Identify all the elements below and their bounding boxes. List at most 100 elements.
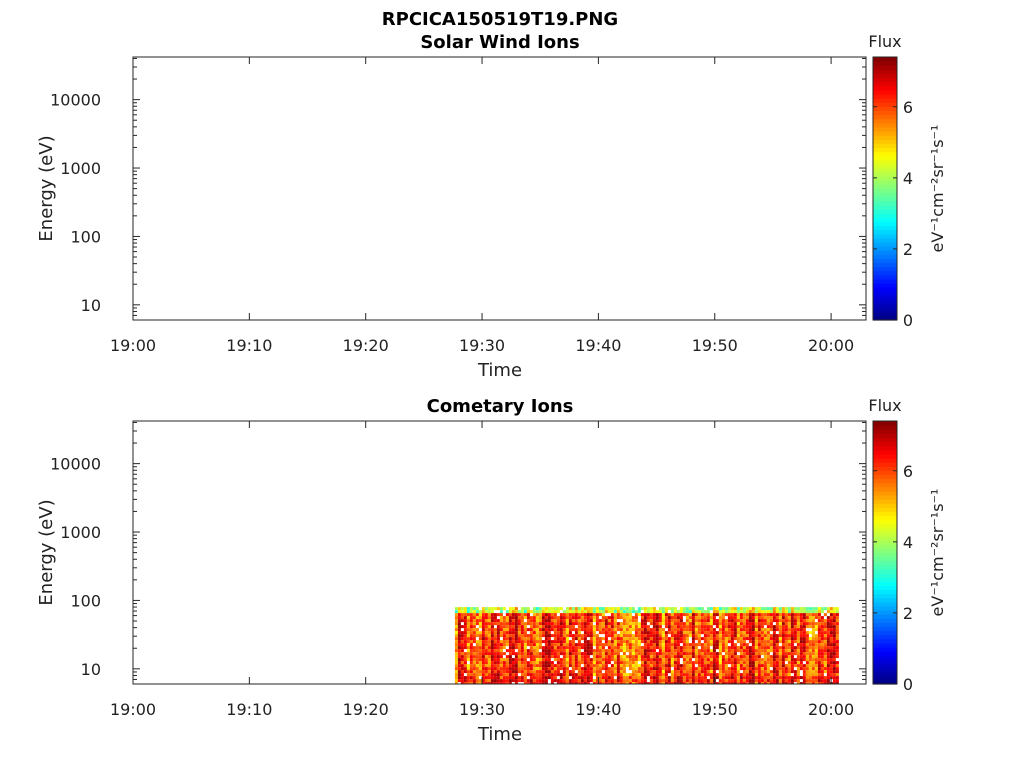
spectrogram-cell (490, 616, 494, 620)
spectrogram-cell (601, 628, 605, 632)
spectrogram-cell (616, 655, 620, 659)
spectrogram-cell (676, 628, 680, 632)
spectrogram-cell (505, 673, 509, 677)
spectrogram-cell (568, 610, 572, 614)
spectrogram-cell (751, 613, 755, 617)
spectrogram-cell (457, 619, 461, 623)
spectrogram-cell (796, 643, 800, 647)
spectrogram-cell (706, 652, 710, 656)
spectrogram-cell (778, 649, 782, 653)
spectrogram-cell (826, 670, 830, 674)
spectrogram-cell (805, 664, 809, 668)
spectrogram-cell (622, 667, 626, 671)
spectrogram-cell (658, 610, 662, 614)
spectrogram-cell (463, 661, 467, 665)
colorbar-segment (873, 556, 897, 562)
spectrogram-cell (817, 667, 821, 671)
spectrogram-cell (493, 649, 497, 653)
spectrogram-cell (481, 640, 485, 644)
spectrogram-cell (697, 673, 701, 677)
spectrogram-cell (796, 631, 800, 635)
spectrogram-cell (661, 661, 665, 665)
spectrogram-cell (799, 631, 803, 635)
spectrogram-cell (667, 616, 671, 620)
spectrogram-cell (496, 622, 500, 626)
spectrogram-cell (640, 649, 644, 653)
spectrogram-cell (688, 679, 692, 683)
spectrogram-cell (625, 622, 629, 626)
spectrogram-cell (709, 664, 713, 668)
spectrogram-cell (577, 616, 581, 620)
spectrogram-cell (466, 622, 470, 626)
spectrogram-cell (757, 667, 761, 671)
spectrogram-cell (784, 625, 788, 629)
x-tick-label: 19:30 (459, 336, 505, 355)
spectrogram-cell (739, 655, 743, 659)
spectrogram-cell (520, 643, 524, 647)
spectrogram-cell (829, 631, 833, 635)
spectrogram-cell (655, 634, 659, 638)
spectrogram-cell (454, 655, 458, 659)
spectrogram-cell (787, 613, 791, 617)
spectrogram-cell (757, 673, 761, 677)
spectrogram-cell (814, 679, 818, 683)
spectrogram-cell (547, 607, 551, 611)
spectrogram-cell (628, 682, 632, 684)
spectrogram-cell (652, 643, 656, 647)
spectrogram-cell (520, 634, 524, 638)
spectrogram-cell (754, 682, 758, 684)
spectrogram-cell (682, 676, 686, 680)
colorbar-segment (873, 114, 897, 120)
spectrogram-cell (526, 655, 530, 659)
spectrogram-cell (499, 670, 503, 674)
spectrogram-cell (775, 673, 779, 677)
spectrogram-cell (832, 640, 836, 644)
spectrogram-cell (550, 643, 554, 647)
spectrogram-cell (613, 673, 617, 677)
spectrogram-cell (670, 664, 674, 668)
spectrogram-cell (799, 622, 803, 626)
spectrogram-cell (790, 679, 794, 683)
spectrogram-cell (835, 652, 839, 656)
spectrogram-cell (502, 670, 506, 674)
spectrogram-cell (466, 664, 470, 668)
spectrogram-cell (715, 610, 719, 614)
spectrogram-cell (466, 616, 470, 620)
spectrogram-cell (688, 661, 692, 665)
spectrogram-cell (709, 670, 713, 674)
spectrogram-cell (772, 649, 776, 653)
spectrogram-cell (640, 631, 644, 635)
spectrogram-cell (784, 634, 788, 638)
spectrogram-cell (517, 661, 521, 665)
spectrogram-cell (466, 625, 470, 629)
spectrogram-cell (493, 622, 497, 626)
spectrogram-cell (661, 682, 665, 684)
spectrogram-cell (766, 655, 770, 659)
spectrogram-cell (640, 613, 644, 617)
spectrogram-cell (550, 622, 554, 626)
spectrogram-cell (490, 637, 494, 641)
spectrogram-cell (745, 619, 749, 623)
spectrogram-cell (814, 658, 818, 662)
spectrogram-cell (529, 631, 533, 635)
spectrogram-cell (619, 658, 623, 662)
spectrogram-cell (628, 619, 632, 623)
spectrogram-cell (547, 619, 551, 623)
spectrogram-cell (544, 622, 548, 626)
spectrogram-cell (781, 613, 785, 617)
spectrogram-cell (505, 655, 509, 659)
spectrogram-cell (751, 628, 755, 632)
spectrogram-cell (544, 628, 548, 632)
spectrogram-cell (631, 667, 635, 671)
spectrogram-cell (835, 607, 839, 611)
spectrogram-cell (631, 682, 635, 684)
spectrogram-cell (541, 682, 545, 684)
spectrogram-cell (562, 640, 566, 644)
spectrogram-cell (463, 664, 467, 668)
spectrogram-cell (475, 673, 479, 677)
spectrogram-cell (457, 613, 461, 617)
spectrogram-cell (817, 649, 821, 653)
spectrogram-cell (733, 619, 737, 623)
spectrogram-cell (661, 637, 665, 641)
spectrogram-cell (583, 607, 587, 611)
